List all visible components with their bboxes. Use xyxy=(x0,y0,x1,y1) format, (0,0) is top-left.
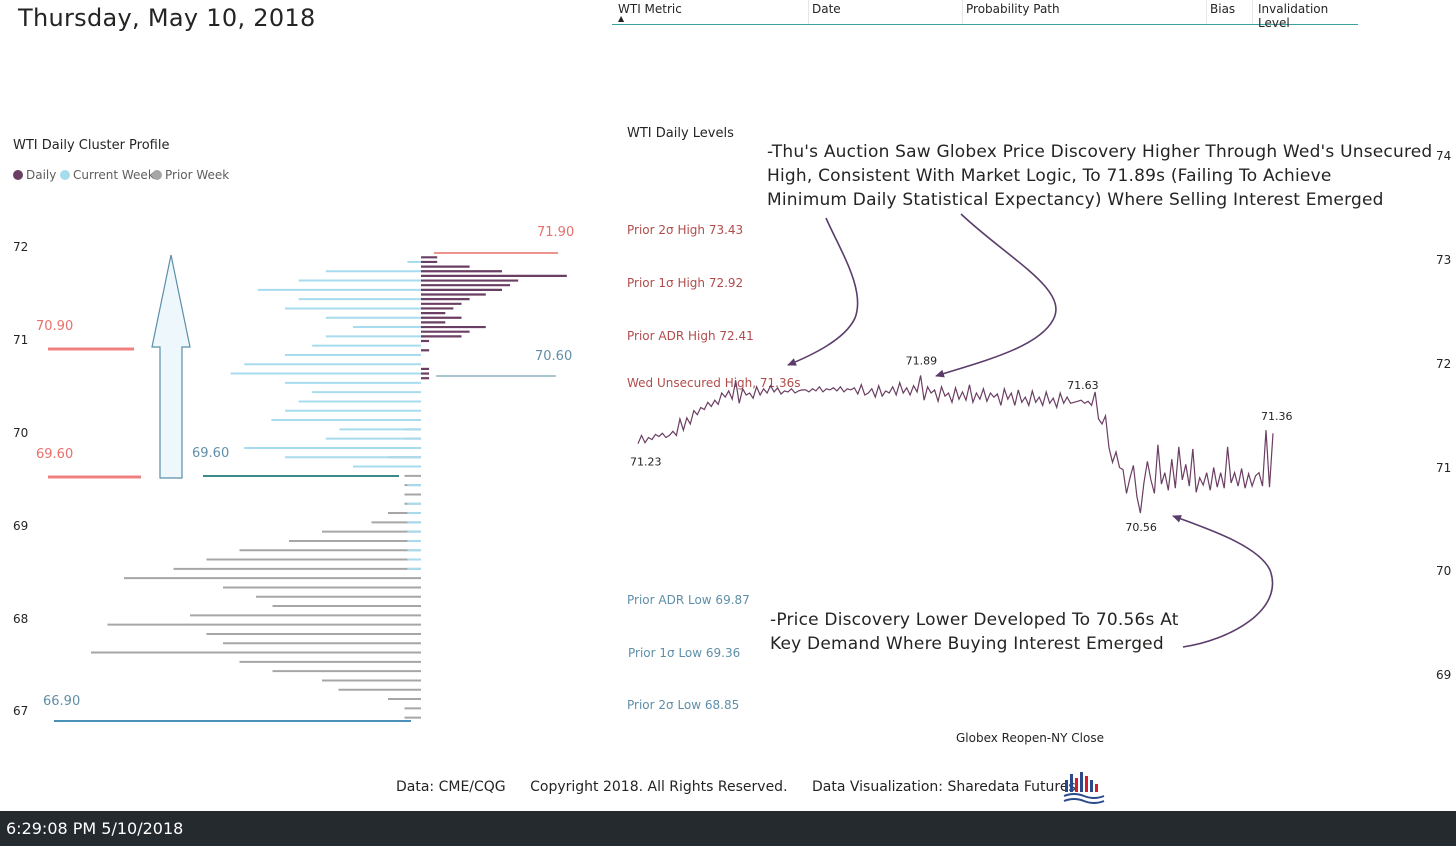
cluster-profile-chart: 71.90 70.60 70.90 69.60 69.60 66.90 xyxy=(36,225,574,722)
column-divider[interactable] xyxy=(1206,0,1207,24)
level-prior-2sigma-high: Prior 2σ High 73.43 xyxy=(627,223,744,237)
metrics-table-header: WTI Metric ▲ Date Probability Path Bias … xyxy=(612,0,1358,30)
daily-levels-chart: 71.23 71.89 71.63 70.56 71.36 xyxy=(630,213,1293,648)
callout-arrow-icon xyxy=(935,213,1057,378)
col-probability-path[interactable]: Probability Path xyxy=(966,2,1060,16)
annotation-bottom-line: Key Demand Where Buying Interest Emerged xyxy=(770,634,1164,654)
page-title: Thursday, May 10, 2018 xyxy=(18,4,316,32)
levels-y-tick: 69 xyxy=(1436,668,1452,682)
level-wed-unsecured-high: Wed Unsecured High, 71.36s xyxy=(627,376,801,390)
profile-y-tick: 72 xyxy=(13,240,29,254)
annotation-bottom-line: -Price Discovery Lower Developed To 70.5… xyxy=(770,610,1179,630)
prior-week-low-label: 66.90 xyxy=(43,694,80,709)
level-prior-2sigma-low: Prior 2σ Low 68.85 xyxy=(627,698,740,712)
profile-y-tick: 69 xyxy=(13,519,29,533)
callout-arrow-icon xyxy=(787,217,859,366)
legend-prior-week-dot-icon xyxy=(152,170,162,180)
annotation-top-line: -Thu's Auction Saw Globex Price Discover… xyxy=(767,142,1433,162)
levels-y-tick: 72 xyxy=(1436,357,1452,371)
legend-daily[interactable]: Daily xyxy=(13,168,56,182)
footer-copyright: Copyright 2018. All Rights Reserved. xyxy=(530,779,788,795)
legend-current-week-dot-icon xyxy=(60,170,70,180)
level-prior-1sigma-high: Prior 1σ High 72.92 xyxy=(627,276,744,290)
price-point-label: 70.56 xyxy=(1125,521,1157,534)
level-prior-adr-high: Prior ADR High 72.41 xyxy=(627,329,754,343)
profile-y-tick: 70 xyxy=(13,426,29,440)
levels-title: WTI Daily Levels xyxy=(627,126,734,141)
footer-data-source: Data: CME/CQG xyxy=(396,779,506,795)
daily-low-label: 70.60 xyxy=(535,349,572,364)
legend-prior-week-label: Prior Week xyxy=(165,168,230,182)
levels-y-tick: 70 xyxy=(1436,564,1452,578)
legend-current-week[interactable]: Current Week xyxy=(60,168,155,182)
legend-current-week-label: Current Week xyxy=(73,168,155,182)
price-point-label: 71.63 xyxy=(1067,379,1099,392)
price-line xyxy=(637,375,1274,514)
annotation-bottom: -Price Discovery Lower Developed To 70.5… xyxy=(770,608,1179,656)
profile-y-tick: 71 xyxy=(13,333,29,347)
week-low-label: 69.60 xyxy=(36,447,73,462)
current-week-low-label: 69.60 xyxy=(192,446,229,461)
annotation-top: -Thu's Auction Saw Globex Price Discover… xyxy=(767,140,1432,212)
annotation-top-line: High, Consistent With Market Logic, To 7… xyxy=(767,166,1332,186)
sort-asc-icon[interactable]: ▲ xyxy=(618,14,625,23)
week-high-label: 70.90 xyxy=(36,319,73,334)
col-date[interactable]: Date xyxy=(812,2,841,16)
up-arrow-icon xyxy=(151,254,191,479)
legend-daily-label: Daily xyxy=(26,168,57,182)
levels-x-label: Globex Reopen-NY Close xyxy=(956,731,1104,745)
column-divider[interactable] xyxy=(1252,0,1253,24)
price-point-label: 71.36 xyxy=(1261,410,1293,423)
col-invalidation-level[interactable]: Invalidation Level xyxy=(1258,2,1329,30)
profile-y-tick: 67 xyxy=(13,704,29,718)
callout-arrow-icon xyxy=(1172,515,1274,648)
column-divider[interactable] xyxy=(962,0,963,24)
column-divider[interactable] xyxy=(808,0,809,24)
footer: Data: CME/CQG Copyright 2018. All Rights… xyxy=(396,779,1096,795)
levels-y-tick: 71 xyxy=(1436,461,1452,475)
price-point-label: 71.23 xyxy=(630,456,662,469)
level-prior-1sigma-low: Prior 1σ Low 69.36 xyxy=(628,646,741,660)
footer-visualization: Data Visualization: Sharedata Futures xyxy=(811,779,1076,795)
status-bar xyxy=(0,811,1456,846)
levels-y-tick: 74 xyxy=(1436,149,1452,163)
sharedata-logo xyxy=(1063,772,1105,804)
status-timestamp: 6:29:08 PM 5/10/2018 xyxy=(6,819,184,838)
col-wti-metric[interactable]: WTI Metric xyxy=(618,2,682,16)
level-prior-adr-low: Prior ADR Low 69.87 xyxy=(627,593,750,607)
profile-title: WTI Daily Cluster Profile xyxy=(13,138,170,153)
legend-prior-week[interactable]: Prior Week xyxy=(152,168,229,182)
legend-daily-dot-icon xyxy=(13,170,23,180)
levels-y-tick: 73 xyxy=(1436,253,1452,267)
price-point-label: 71.89 xyxy=(906,354,938,367)
annotation-top-line: Minimum Daily Statistical Expectancy) Wh… xyxy=(767,190,1384,210)
profile-y-tick: 68 xyxy=(13,612,29,626)
col-bias[interactable]: Bias xyxy=(1210,2,1236,16)
daily-high-label: 71.90 xyxy=(537,225,574,240)
